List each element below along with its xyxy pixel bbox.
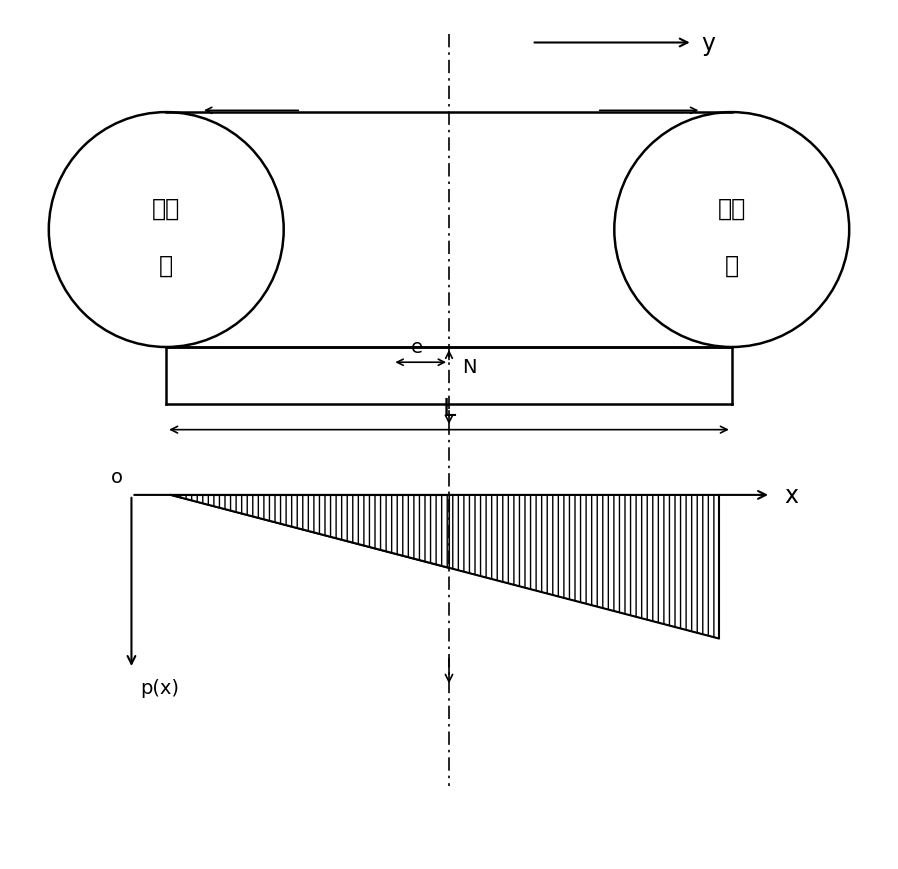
Text: o: o — [110, 468, 123, 487]
Text: 导向: 导向 — [718, 196, 746, 221]
Text: 轮: 轮 — [159, 253, 173, 277]
Text: N: N — [462, 357, 477, 376]
Text: x: x — [784, 483, 798, 507]
Text: 驱动: 驱动 — [152, 196, 180, 221]
Text: 轮: 轮 — [725, 253, 739, 277]
Text: p(x): p(x) — [140, 678, 179, 697]
Text: e: e — [410, 337, 423, 356]
Text: L: L — [443, 396, 455, 421]
Text: y: y — [701, 31, 716, 56]
